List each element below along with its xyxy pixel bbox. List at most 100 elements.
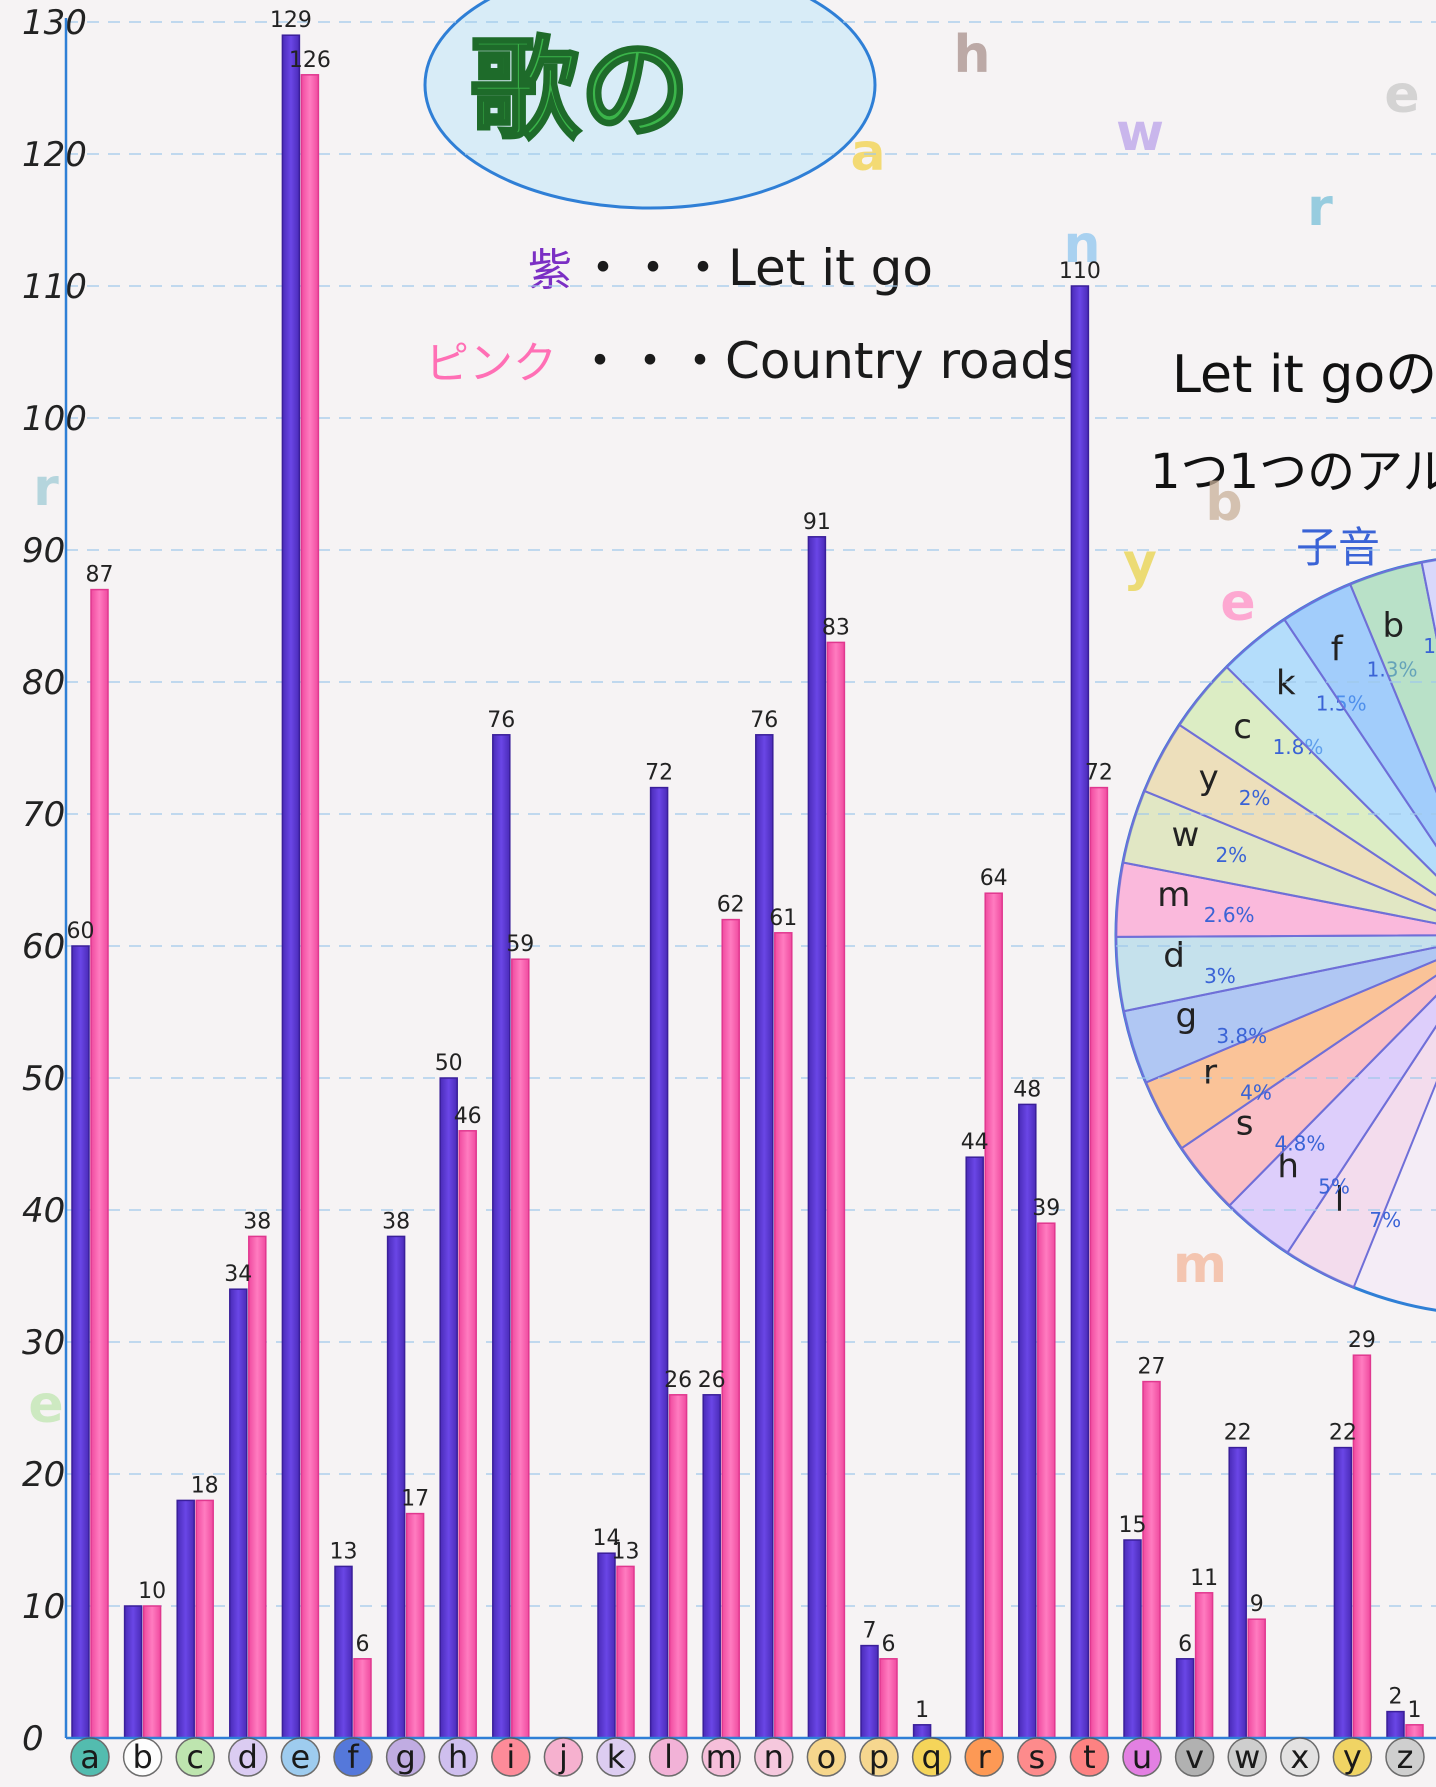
x-category-label-k: k	[607, 1738, 626, 1776]
bar-let-it-go-r	[965, 1156, 984, 1739]
x-category-label-a: a	[80, 1738, 100, 1776]
bar-country-roads-i	[511, 958, 530, 1739]
title-bubble: 歌の	[423, 0, 877, 210]
decor-letter: b	[1205, 473, 1242, 533]
side-title-line1: Let it goの	[1172, 345, 1436, 405]
data-label-let-it-go-q: 1	[915, 1698, 929, 1723]
x-category-label-p: p	[869, 1738, 889, 1776]
data-label-country-roads-f: 6	[356, 1632, 370, 1657]
bar-country-roads-v	[1194, 1592, 1214, 1739]
data-label-country-roads-t: 72	[1085, 761, 1113, 786]
data-label-let-it-go-z: 2	[1389, 1685, 1403, 1710]
data-label-country-roads-h: 46	[454, 1104, 482, 1129]
decor-letter: a	[850, 123, 885, 183]
x-category-badge-u	[1122, 1737, 1162, 1777]
x-category-badge-s	[1017, 1737, 1057, 1777]
y-tick-label: 120	[22, 135, 87, 175]
x-category-label-n: n	[764, 1738, 784, 1776]
data-label-country-roads-w: 9	[1250, 1592, 1264, 1617]
x-category-badge-e	[280, 1737, 321, 1777]
bar-country-roads-p	[879, 1658, 898, 1739]
x-category-badge-g	[385, 1737, 426, 1777]
x-category-label-u: u	[1132, 1738, 1152, 1776]
pie-label-letter: y	[1199, 758, 1219, 798]
bar-let-it-go-p	[860, 1644, 879, 1739]
title-fragment: 歌の	[470, 26, 690, 154]
x-category-label-v: v	[1185, 1738, 1204, 1776]
pie-label-percent: 3%	[1204, 964, 1236, 988]
x-category-badge-i	[491, 1737, 531, 1777]
side-title-line2: 1つ1つのアルファ	[1150, 444, 1436, 500]
bar-let-it-go-a	[71, 945, 90, 1739]
x-category-badge-o	[806, 1737, 847, 1777]
x-category-badge-h	[438, 1737, 478, 1777]
data-label-let-it-go-s: 48	[1013, 1077, 1041, 1102]
bar-let-it-go-o	[807, 536, 827, 1739]
data-label-let-it-go-o: 91	[803, 510, 831, 535]
bar-country-roads-t	[1089, 786, 1109, 1739]
bar-country-roads-m	[721, 918, 740, 1739]
data-label-let-it-go-l: 72	[645, 761, 673, 786]
x-category-label-y: y	[1343, 1738, 1362, 1776]
data-label-country-roads-i: 59	[506, 932, 534, 957]
bar-country-roads-g	[405, 1512, 425, 1739]
bar-country-roads-u	[1142, 1380, 1161, 1739]
y-tick-label: 10	[22, 1587, 65, 1627]
data-label-country-roads-b: 10	[138, 1579, 166, 1604]
x-category-badge-c	[175, 1737, 215, 1777]
bar-country-roads-h	[458, 1130, 477, 1739]
decor-letter: e	[1220, 573, 1255, 633]
bar-country-roads-d	[248, 1235, 267, 1739]
data-label-let-it-go-i: 76	[487, 708, 515, 733]
x-category-label-e: e	[291, 1738, 311, 1776]
decor-letter: r	[1307, 178, 1333, 238]
pie-label-percent: 2%	[1215, 843, 1247, 867]
decor-letter: r	[33, 458, 59, 518]
x-category-badge-x	[1280, 1737, 1320, 1777]
data-label-let-it-go-p: 7	[863, 1619, 877, 1644]
x-category-badge-m	[701, 1737, 741, 1777]
side-title: Let it goの 1つ1つのアルファ 子音	[1150, 345, 1436, 572]
legend-purple-label: ・・・Let it go	[578, 239, 933, 297]
x-category-label-s: s	[1028, 1738, 1045, 1776]
x-category-badge-y	[1332, 1737, 1373, 1777]
pie-label-percent: 2%	[1239, 786, 1271, 810]
pie-chart: l7%h5%s4.8%r4%g3.8%d3%m2.6%w2%y2%c1.8%k1…	[1114, 558, 1436, 1312]
bar-country-roads-e	[300, 74, 320, 1739]
pie-label-percent: 5%	[1318, 1174, 1350, 1198]
x-category-badge-a	[70, 1737, 110, 1777]
bar-country-roads-f	[353, 1658, 372, 1739]
pie-label-letter: d	[1163, 936, 1185, 976]
pie-label-letter: r	[1203, 1053, 1217, 1093]
data-label-let-it-go-u: 15	[1119, 1513, 1147, 1538]
data-label-country-roads-p: 6	[882, 1632, 896, 1657]
bar-country-roads-r	[984, 892, 1003, 1739]
x-category-label-d: d	[238, 1738, 258, 1776]
bar-let-it-go-m	[702, 1394, 721, 1739]
decor-letter: m	[1173, 1235, 1227, 1295]
x-category-label-c: c	[186, 1738, 204, 1776]
bar-country-roads-l	[668, 1394, 688, 1739]
decor-letter: w	[1116, 103, 1164, 163]
bar-let-it-go-w	[1228, 1446, 1247, 1739]
pie-label-letter: f	[1331, 629, 1344, 669]
bar-country-roads-b	[142, 1605, 162, 1739]
x-category-label-j: j	[558, 1738, 568, 1776]
legend-pink-key: ピンク	[425, 338, 557, 389]
data-label-country-roads-u: 27	[1138, 1355, 1166, 1380]
x-category-label-g: g	[395, 1738, 415, 1776]
side-title-line3: 子音	[1296, 523, 1380, 572]
data-label-let-it-go-y: 22	[1329, 1421, 1357, 1446]
bar-let-it-go-k	[597, 1552, 616, 1739]
y-tick-label: 20	[22, 1455, 65, 1495]
bar-let-it-go-n	[755, 734, 774, 1739]
data-label-let-it-go-t: 110	[1059, 259, 1101, 284]
y-tick-label: 90	[22, 531, 65, 571]
y-tick-label: 130	[22, 3, 87, 43]
data-label-country-roads-s: 39	[1032, 1196, 1060, 1221]
x-category-label-m: m	[706, 1738, 737, 1776]
y-tick-label: 50	[22, 1059, 65, 1099]
bar-country-roads-y	[1352, 1354, 1372, 1739]
pie-label-percent: 7%	[1369, 1208, 1401, 1232]
